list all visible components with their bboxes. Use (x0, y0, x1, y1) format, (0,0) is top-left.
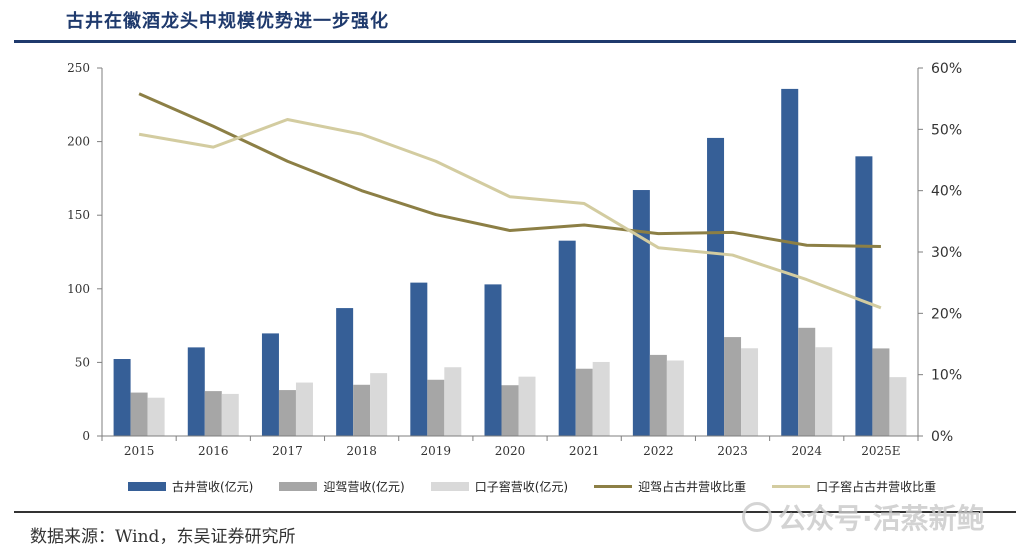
x-tick-label: 2019 (421, 444, 452, 458)
bar (815, 347, 833, 436)
watermark-text: 公众号·活蒸新鲍 (778, 502, 985, 535)
wechat-logo-icon (742, 502, 772, 532)
x-tick-label: 2021 (569, 444, 600, 458)
legend-item: 口子窖营收(亿元) (430, 478, 569, 495)
y2-tick-label: 50% (931, 122, 962, 138)
bar (501, 385, 519, 436)
bar (872, 348, 890, 436)
y2-tick-label: 40% (931, 184, 962, 200)
bar (410, 282, 428, 436)
y-tick-label: 200 (67, 135, 90, 149)
bar (221, 393, 239, 436)
bar (484, 284, 502, 436)
y2-tick-label: 30% (931, 245, 962, 261)
legend-swatch (430, 482, 469, 491)
bar (261, 333, 279, 436)
bar (632, 190, 650, 436)
series-line (138, 118, 882, 310)
bar (649, 354, 667, 436)
bar (147, 397, 165, 436)
source-note: 数据来源：Wind，东吴证券研究所 (30, 527, 296, 547)
bar (781, 88, 799, 436)
bar (741, 348, 759, 436)
y-tick-label: 150 (67, 208, 90, 222)
bar (592, 361, 610, 436)
bar (187, 347, 205, 436)
bar (427, 379, 445, 436)
bar (353, 384, 371, 436)
series-line (138, 92, 881, 248)
legend-label: 迎驾营收(亿元) (323, 480, 405, 494)
bar (558, 240, 576, 436)
title-divider (14, 40, 1016, 43)
bar (444, 367, 462, 436)
bar (855, 156, 873, 436)
bar (666, 360, 684, 436)
bar (724, 337, 742, 436)
bar (204, 391, 222, 436)
legend-swatch (772, 485, 811, 488)
x-tick-label: 2017 (272, 444, 303, 458)
legend-label: 口子窖营收(亿元) (474, 480, 569, 494)
y-tick-label: 50 (75, 355, 90, 369)
bar (518, 376, 536, 436)
x-tick-label: 2023 (717, 444, 748, 458)
footer-divider (14, 511, 1016, 513)
page-title: 古井在徽酒龙头中规模优势进一步强化 (66, 11, 389, 32)
legend-item: 古井营收(亿元) (128, 478, 253, 495)
bar (113, 359, 131, 436)
bar (278, 390, 296, 436)
bar (370, 373, 388, 436)
x-tick-label: 2024 (791, 444, 822, 458)
y2-tick-label: 60% (931, 61, 962, 77)
bar (295, 382, 313, 436)
legend-swatch (128, 482, 166, 491)
legend-item: 迎驾占古井营收比重 (594, 478, 746, 495)
bar (889, 377, 907, 436)
y2-tick-label: 20% (931, 306, 962, 322)
legend-label: 古井营收(亿元) (172, 480, 254, 494)
legend-swatch (279, 482, 318, 491)
legend-item: 迎驾营收(亿元) (279, 478, 405, 495)
x-tick-label: 2016 (198, 444, 229, 458)
bar (575, 368, 593, 436)
bar (707, 137, 725, 437)
y-tick-label: 0 (82, 429, 90, 443)
legend: 古井营收(亿元) 迎驾营收(亿元) 口子窖营收(亿元) 迎驾占古井营收比重 口子… (128, 478, 962, 495)
legend-label: 口子窖占古井营收比重 (816, 480, 937, 494)
x-tick-label: 2018 (346, 444, 377, 458)
watermark: 公众号·活蒸新鲍 (742, 497, 985, 537)
legend-swatch (594, 485, 633, 488)
x-tick-label: 2020 (495, 444, 526, 458)
bar (130, 392, 148, 436)
legend-label: 迎驾占古井营收比重 (638, 480, 747, 494)
legend-item: 口子窖占古井营收比重 (772, 478, 936, 495)
x-tick-label: 2015 (124, 444, 155, 458)
y2-tick-label: 10% (931, 368, 962, 384)
y2-tick-label: 0% (931, 429, 953, 445)
x-tick-label: 2022 (643, 444, 674, 458)
y-tick-label: 250 (67, 61, 90, 75)
x-tick-label: 2025E (861, 444, 900, 458)
bar (798, 327, 816, 436)
bar (336, 308, 354, 436)
y-tick-label: 100 (67, 282, 90, 296)
